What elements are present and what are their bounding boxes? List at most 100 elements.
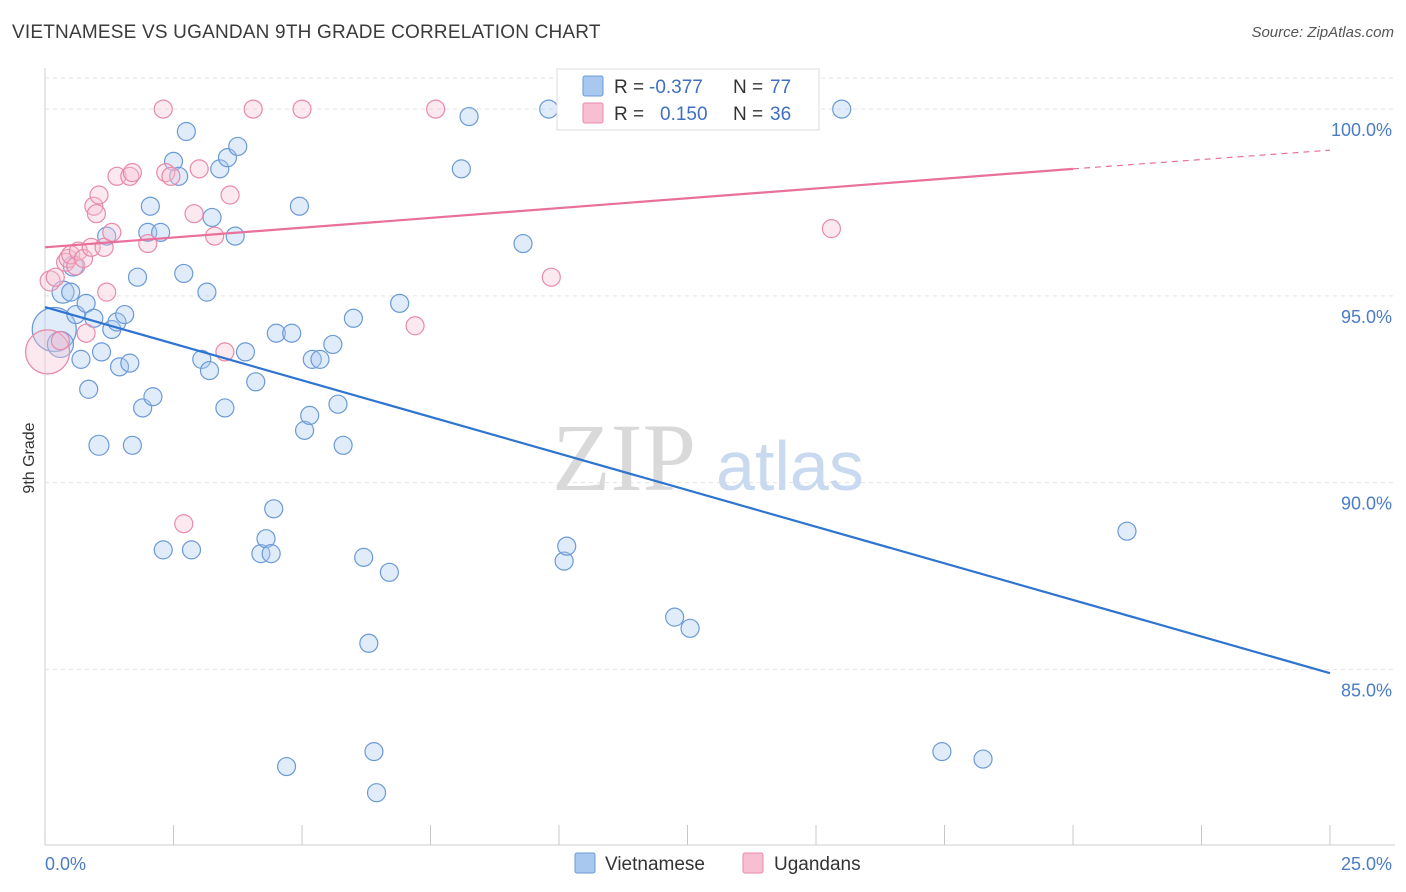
ugandan-point [426,99,446,119]
vietnamese-point [91,342,112,362]
vietnamese-point [79,379,99,399]
legend-n-label: N = [733,104,763,125]
ugandan-point [161,166,181,186]
watermark-atlas: atlas [716,427,864,505]
vietnamese-point [109,357,130,377]
vietnamese-point [143,387,163,407]
ugandan-point [138,233,158,254]
vietnamese-point [210,159,230,179]
chart-source: Source: ZipAtlas.com [1251,24,1394,41]
legend-r-value: 0.150 [660,104,708,125]
vietnamese-point [665,607,685,627]
ugandan-trend-line [44,167,1074,249]
vietnamese-point [554,551,574,571]
vietnamese-point [235,342,256,362]
vietnamese-trend-line [44,306,1331,675]
chart-title: VIETNAMESE VS UGANDAN 9TH GRADE CORRELAT… [12,22,601,43]
bottom-legend: Vietnamese Ugandans [574,852,861,875]
vietnamese-point [151,222,171,242]
vietnamese-point [359,633,379,653]
ugandan-point [86,204,107,224]
vietnamese-point [76,293,96,313]
ugandan-point [45,267,65,287]
vietnamese-point [364,742,384,762]
vietnamese-point [163,151,184,171]
ugandan-point [189,159,209,179]
legend-swatch-vietnamese [582,75,604,97]
vietnamese-point [310,349,330,369]
ugandan-point [153,99,173,119]
vietnamese-point [202,207,222,228]
bottom-legend-label-vietnamese: Vietnamese [605,854,705,875]
ugandan-point [66,256,86,276]
vietnamese-point [513,233,533,254]
x-tick-label: 25.0% [1341,854,1392,874]
legend-n-label: N = [733,77,763,98]
legend-n-value: 77 [770,77,791,98]
vietnamese-point [451,159,471,179]
legend-swatch-ugandans [582,102,604,124]
bottom-legend-swatch-ugandans [742,852,764,874]
vietnamese-point [192,349,212,369]
ugandan-point [174,514,194,534]
ugandan-point [405,316,425,336]
bottom-legend-swatch-vietnamese [574,852,596,874]
vietnamese-point [379,562,399,582]
vietnamese-point [264,499,284,519]
ugandan-point [102,222,122,242]
vietnamese-point [282,323,302,343]
ugandan-point [205,226,225,246]
y-tick-label: 100.0% [1331,120,1392,140]
vietnamese-point [97,226,117,246]
ugandan-point [97,282,117,302]
legend-box: R = -0.377 N = 77 R = 0.150 N = 36 [556,68,820,131]
vietnamese-point [251,544,271,564]
vietnamese-point [140,196,160,216]
vietnamese-point [328,394,348,414]
vietnamese-point [302,349,322,369]
y-tick-label: 95.0% [1341,307,1392,327]
vietnamese-point [246,372,266,392]
vietnamese-point [225,226,245,246]
vietnamese-point [366,783,387,803]
vietnamese-point [289,196,310,216]
vietnamese-point [539,99,559,119]
vietnamese-point [261,544,281,564]
vietnamese-point [832,99,852,119]
vietnamese-point [176,121,196,142]
x-tick-label: 0.0% [45,854,86,874]
ugandan-point [184,204,204,224]
vietnamese-point [276,756,297,777]
vietnamese-point [169,166,189,186]
vietnamese-point [61,282,81,302]
vietnamese-point [31,306,77,353]
vietnamese-point [300,405,320,426]
bottom-legend-label-ugandans: Ugandans [774,854,861,875]
y-tick-label: 85.0% [1341,680,1392,700]
legend-r-value: -0.377 [649,77,703,98]
ugandan-point [243,99,263,119]
ugandan-point [541,267,561,287]
vietnamese-point [127,267,148,287]
axes [44,68,1395,846]
vietnamese-point [557,536,577,556]
vietnamese-point [215,398,235,418]
trend-lines [44,149,1331,675]
vietnamese-point [323,334,343,355]
vietnamese-point [354,547,374,567]
vietnamese-point [115,304,135,325]
y-tick-label: 90.0% [1341,494,1392,514]
vietnamese-point [181,540,202,560]
vietnamese-point [1117,521,1137,541]
ugandan-point [76,323,96,343]
legend-r-label: R = [614,77,644,98]
vietnamese-point [932,742,952,762]
vietnamese-point [390,293,410,313]
ugandan-point [73,248,94,269]
vietnamese-point [197,282,217,302]
ugandan-point [84,196,104,216]
legend-r-label: R = [614,104,644,125]
vietnamese-point [333,435,353,455]
vietnamese-point [459,106,479,127]
